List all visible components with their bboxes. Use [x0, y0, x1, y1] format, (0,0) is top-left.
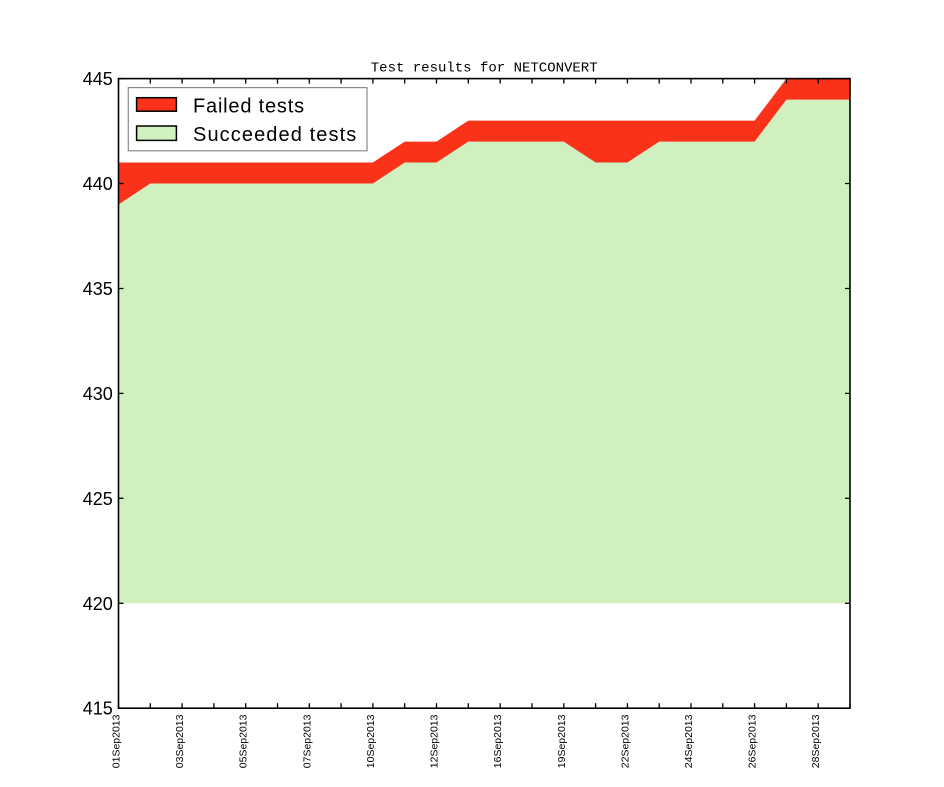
- svg-text:12Sep2013: 12Sep2013: [429, 714, 441, 768]
- svg-text:420: 420: [83, 594, 113, 614]
- svg-text:05Sep2013: 05Sep2013: [238, 714, 250, 768]
- svg-text:24Sep2013: 24Sep2013: [683, 714, 695, 768]
- svg-text:10Sep2013: 10Sep2013: [365, 714, 377, 768]
- svg-text:435: 435: [83, 279, 113, 299]
- svg-text:28Sep2013: 28Sep2013: [810, 714, 822, 768]
- svg-text:Failed tests: Failed tests: [193, 95, 305, 117]
- svg-text:19Sep2013: 19Sep2013: [556, 714, 568, 768]
- svg-text:26Sep2013: 26Sep2013: [747, 714, 759, 768]
- svg-text:07Sep2013: 07Sep2013: [301, 714, 313, 768]
- svg-text:22Sep2013: 22Sep2013: [619, 714, 631, 768]
- svg-text:Test results for NETCONVERT: Test results for NETCONVERT: [371, 60, 598, 76]
- svg-text:425: 425: [83, 489, 113, 509]
- svg-text:440: 440: [83, 174, 113, 194]
- svg-text:Succeeded tests: Succeeded tests: [193, 124, 357, 146]
- svg-text:16Sep2013: 16Sep2013: [492, 714, 504, 768]
- svg-text:430: 430: [83, 384, 113, 404]
- svg-text:445: 445: [83, 69, 113, 89]
- svg-text:03Sep2013: 03Sep2013: [174, 714, 186, 768]
- svg-text:415: 415: [83, 699, 113, 719]
- svg-text:01Sep2013: 01Sep2013: [111, 714, 123, 768]
